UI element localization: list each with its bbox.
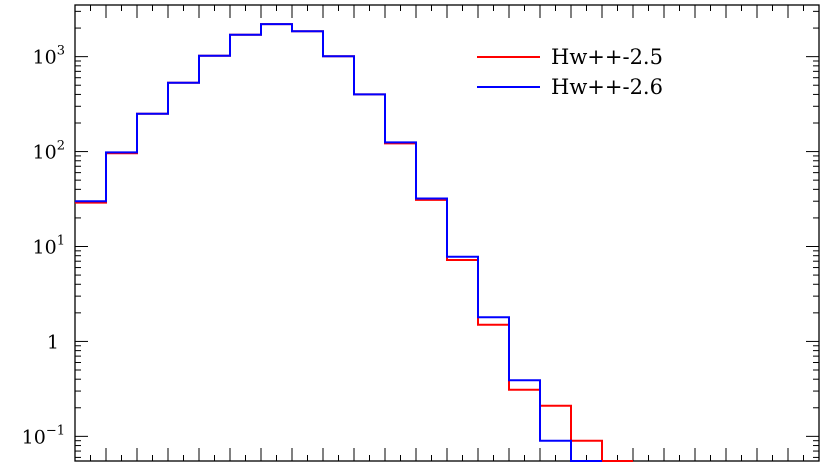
y-tick-mantissa: 10 [33,47,57,69]
y-tick-exponent: −1 [46,423,65,438]
y-tick-label: 103 [33,44,65,69]
y-tick-mantissa: 10 [33,142,57,164]
y-tick-label: 1 [47,331,59,353]
series-line-2 [75,23,602,462]
y-tick-label: 10−1 [22,423,65,448]
y-tick-mantissa: 10 [33,237,57,259]
y-tick-label: 101 [33,234,65,259]
legend: Hw++-2.5 Hw++-2.6 [477,45,663,99]
axis-ticks [74,5,820,461]
y-tick-exponent: 3 [57,44,65,59]
y-tick-exponent: 2 [57,139,65,154]
series-group [75,23,633,462]
y-tick-label: 102 [33,139,65,164]
y-tick-exponent: 1 [57,234,65,249]
legend-label-2: Hw++-2.6 [551,75,663,99]
y-tick-mantissa: 10 [22,426,46,448]
legend-label-1: Hw++-2.5 [551,45,663,69]
